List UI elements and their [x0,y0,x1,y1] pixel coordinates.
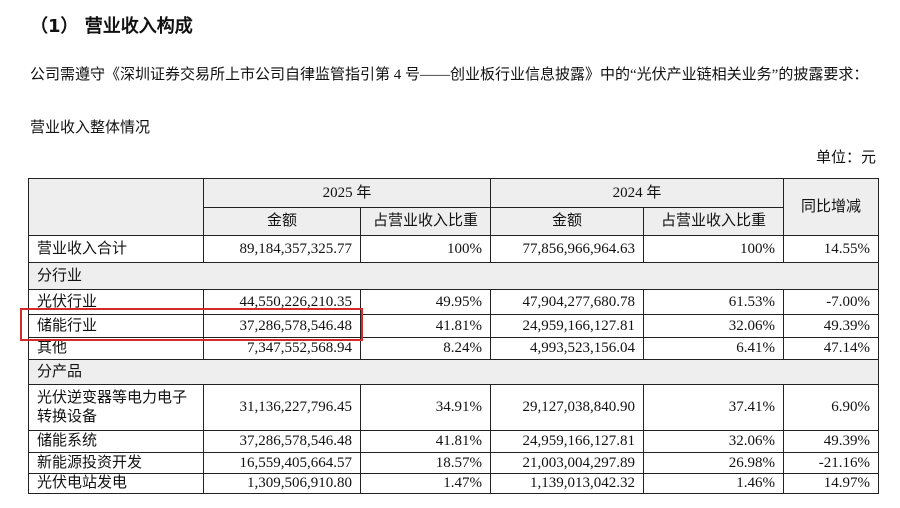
header-row: 金额 占营业收入比重 金额 占营业收入比重 [29,207,879,236]
cell: 100% [360,235,491,263]
section-title: （1） 营业收入构成 [30,16,193,37]
cell: 37,286,578,546.48 [203,430,361,453]
row-label: 其他 [28,337,204,360]
subheader: 金额 [203,207,361,236]
cell: 29,127,038,840.90 [490,384,644,431]
header-row: 2025 年 2024 年 同比增减 [28,178,879,236]
table-row: 储能行业 37,286,578,546.48 41.81% 24,959,166,12… [28,314,879,338]
table-body: 2025 年 2024 年 同比增减 金额 占营业收入比重 金额 占营业收入比重… [28,178,879,494]
cell: 1.47% [360,473,491,494]
cell: 77,856,966,964.63 [490,235,644,263]
cell: 32.06% [643,430,784,453]
cell: 1,139,013,042.32 [490,473,644,494]
revenue-table: 2025 年 2024 年 同比增减 金额 占营业收入比重 金额 占营业收入比重… [28,178,879,494]
highlight-box [20,308,363,341]
subheader: 金额 [490,207,644,236]
cell: 49.39% [783,314,879,338]
table-row: 储能系统 37,286,578,546.48 41.81% 24,959,166,12… [28,430,879,453]
cell: 32.06% [643,314,784,338]
subheader: 占营业收入比重 [643,207,784,236]
cell: 34.91% [360,384,491,431]
cell: 24,959,166,127.81 [490,314,644,338]
cell: 1.46% [643,473,784,494]
cell: 49.95% [360,289,491,315]
cell: 1,309,506,910.80 [203,473,361,494]
cell: 24,959,166,127.81 [490,430,644,453]
table-row: 分产品 [28,359,879,385]
change-header: 同比增减 [783,178,879,236]
cell: 47.14% [783,337,879,360]
cell: 41.81% [360,430,491,453]
row-label: 光伏逆变器等电力电子转换设备 [28,384,204,431]
cell: 31,136,227,796.45 [203,384,361,431]
cell: 61.53% [643,289,784,315]
cell: 4,993,523,156.04 [490,337,644,360]
cell: 8.24% [360,337,491,360]
cell: 26.98% [643,452,784,474]
cell: 89,184,357,325.77 [203,235,361,263]
cell: -21.16% [783,452,879,474]
table-row: 光伏行业 44,550,226,210.35 49.95% 47,904,277,68… [28,289,879,315]
table-row: 分行业 [28,262,879,290]
cell: -7.00% [783,289,879,315]
row-label: 储能行业 [28,314,204,338]
cell: 21,003,004,297.89 [490,452,644,474]
cell: 44,550,226,210.35 [203,289,361,315]
cell: 14.55% [783,235,879,263]
cell: 6.90% [783,384,879,431]
year-header: 2025 年 [203,178,491,208]
section-cell: 分行业 [28,262,879,290]
table-row: 光伏逆变器等电力电子转换设备 31,136,227,796.45 34.91% 29,… [28,384,879,431]
paragraph: 营业收入整体情况 [30,120,151,136]
cell: 14.97% [783,473,879,494]
year-header: 2024 年 [490,178,784,208]
row-label: 光伏行业 [28,289,204,315]
row-label: 新能源投资开发 [28,452,204,474]
cell: 6.41% [643,337,784,360]
cell: 37,286,578,546.48 [203,314,361,338]
corner-cell [28,178,204,236]
cell: 41.81% [360,314,491,338]
row-label: 营业收入合计 [28,235,204,263]
unit-note: 单位：元 [815,150,876,166]
paragraph: 公司需遵守《深圳证券交易所上市公司自律监管指引第 4 号——创业板行业信息披露》… [30,67,869,83]
row-label: 储能系统 [28,430,204,453]
cell: 100% [643,235,784,263]
table-row: 新能源投资开发 16,559,405,664.57 18.57% 21,003,004… [28,452,879,474]
cell: 37.41% [643,384,784,431]
subheader: 占营业收入比重 [360,207,491,236]
table-row: 光伏电站发电 1,309,506,910.80 1.47% 1,139,013,042… [28,473,879,494]
cell: 16,559,405,664.57 [203,452,361,474]
cell: 49.39% [783,430,879,453]
table-row: 营业收入合计 89,184,357,325.77 100% 77,856,966,96… [28,235,879,263]
section-cell: 分产品 [28,359,879,385]
cell: 7,347,552,568.94 [203,337,361,360]
cell: 18.57% [360,452,491,474]
row-label: 光伏电站发电 [28,473,204,494]
cell: 47,904,277,680.78 [490,289,644,315]
